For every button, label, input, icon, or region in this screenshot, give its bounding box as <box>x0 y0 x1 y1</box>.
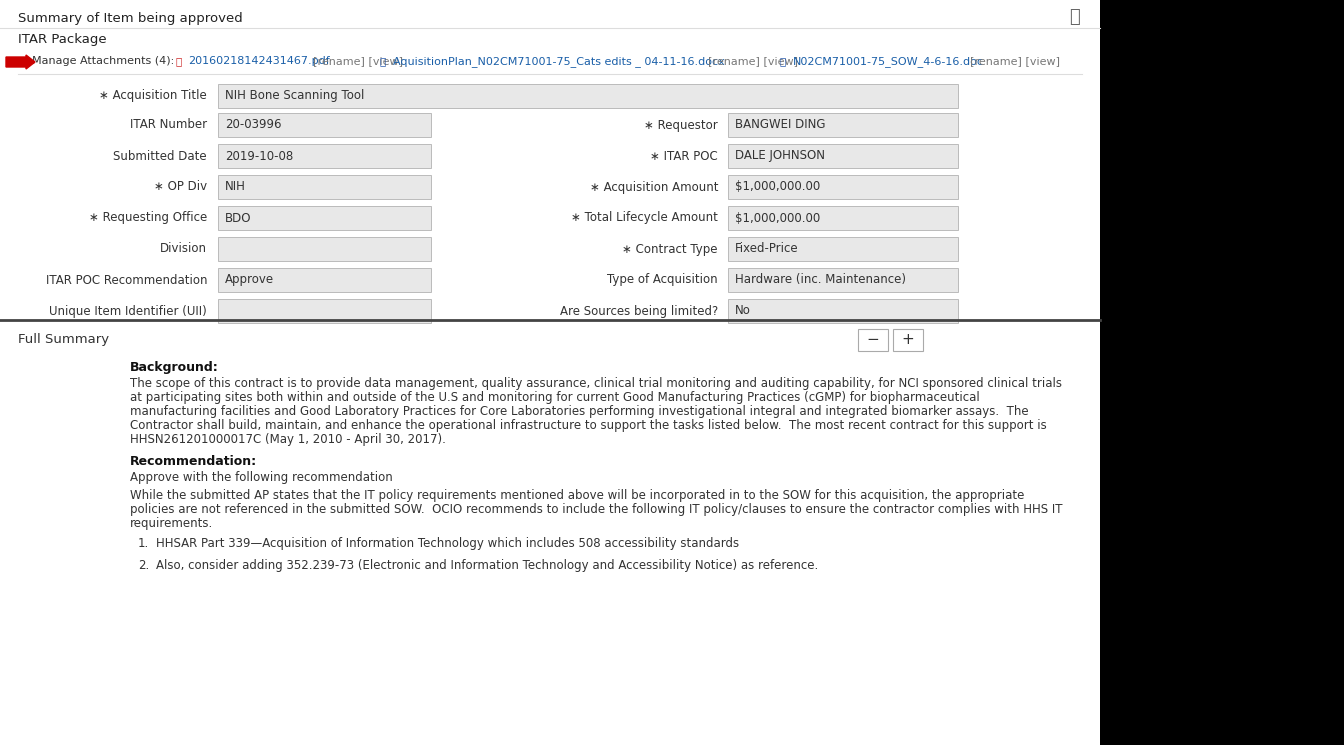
Text: BDO: BDO <box>224 212 251 224</box>
Text: ∗ OP Div: ∗ OP Div <box>153 180 207 194</box>
Bar <box>728 144 958 168</box>
Text: −: − <box>867 332 879 347</box>
Text: Approve with the following recommendation: Approve with the following recommendatio… <box>130 471 392 484</box>
Bar <box>728 237 958 261</box>
Text: Manage Attachments (4):: Manage Attachments (4): <box>32 56 175 66</box>
Text: policies are not referenced in the submitted SOW.  OCIO recommends to include th: policies are not referenced in the submi… <box>130 503 1063 516</box>
Text: ∗ Contract Type: ∗ Contract Type <box>622 243 718 256</box>
Bar <box>728 113 958 137</box>
Text: The scope of this contract is to provide data management, quality assurance, cli: The scope of this contract is to provide… <box>130 377 1062 390</box>
Text: requirements.: requirements. <box>130 517 214 530</box>
Text: +: + <box>902 332 914 347</box>
Bar <box>218 268 431 292</box>
Text: ∗ ITAR POC: ∗ ITAR POC <box>650 150 718 162</box>
Text: 1.: 1. <box>138 537 149 550</box>
Text: DALE JOHNSON: DALE JOHNSON <box>735 150 825 162</box>
Text: 📄: 📄 <box>780 56 786 66</box>
Text: Also, consider adding 352.239-73 (Electronic and Information Technology and Acce: Also, consider adding 352.239-73 (Electr… <box>156 559 818 572</box>
Bar <box>857 329 888 351</box>
Bar <box>728 175 958 199</box>
Text: 20-03996: 20-03996 <box>224 118 281 132</box>
Text: Submitted Date: Submitted Date <box>113 150 207 162</box>
Text: Approve: Approve <box>224 273 274 287</box>
Text: ITAR Package: ITAR Package <box>17 33 106 46</box>
Text: Background:: Background: <box>130 361 219 374</box>
Text: manufacturing facilities and Good Laboratory Practices for Core Laboratories per: manufacturing facilities and Good Labora… <box>130 405 1028 418</box>
Text: BANGWEI DING: BANGWEI DING <box>735 118 825 132</box>
Bar <box>218 84 958 108</box>
Bar <box>892 329 923 351</box>
Text: [rename] [view]: [rename] [view] <box>708 56 798 66</box>
Text: Contractor shall build, maintain, and enhance the operational infrastructure to : Contractor shall build, maintain, and en… <box>130 419 1047 432</box>
Text: Division: Division <box>160 243 207 256</box>
Text: No: No <box>735 305 751 317</box>
Text: 2.: 2. <box>138 559 149 572</box>
Text: ⏻: ⏻ <box>1070 8 1081 26</box>
Text: $1,000,000.00: $1,000,000.00 <box>735 180 820 194</box>
Text: Unique Item Identifier (UII): Unique Item Identifier (UII) <box>50 305 207 317</box>
Bar <box>218 299 431 323</box>
Text: ∗ Total Lifecycle Amount: ∗ Total Lifecycle Amount <box>571 212 718 224</box>
Bar <box>218 113 431 137</box>
Text: ∗ Requesting Office: ∗ Requesting Office <box>89 212 207 224</box>
Bar <box>728 206 958 230</box>
Bar <box>728 299 958 323</box>
Text: [rename] [view]: [rename] [view] <box>313 56 403 66</box>
Text: Recommendation:: Recommendation: <box>130 455 257 468</box>
Text: NIH: NIH <box>224 180 246 194</box>
Text: ∗ Acquisition Amount: ∗ Acquisition Amount <box>590 180 718 194</box>
Bar <box>0 320 1099 745</box>
Text: Hardware (inc. Maintenance): Hardware (inc. Maintenance) <box>735 273 906 287</box>
Bar <box>728 268 958 292</box>
Text: HHSN261201000017C (May 1, 2010 - April 30, 2017).: HHSN261201000017C (May 1, 2010 - April 3… <box>130 433 446 446</box>
Text: $1,000,000.00: $1,000,000.00 <box>735 212 820 224</box>
Text: Summary of Item being approved: Summary of Item being approved <box>17 12 243 25</box>
Bar <box>0 0 1099 320</box>
Text: AquisitionPlan_N02CM71001-75_Cats edits _ 04-11-16.docx: AquisitionPlan_N02CM71001-75_Cats edits … <box>392 56 724 67</box>
Text: Are Sources being limited?: Are Sources being limited? <box>559 305 718 317</box>
Text: Fixed-Price: Fixed-Price <box>735 243 798 256</box>
Text: [rename] [view]: [rename] [view] <box>970 56 1060 66</box>
Text: HHSAR Part 339—Acquisition of Information Technology which includes 508 accessib: HHSAR Part 339—Acquisition of Informatio… <box>156 537 739 550</box>
Text: at participating sites both within and outside of the U.S and monitoring for cur: at participating sites both within and o… <box>130 391 980 404</box>
Bar <box>218 175 431 199</box>
Text: ITAR POC Recommendation: ITAR POC Recommendation <box>46 273 207 287</box>
Text: Full Summary: Full Summary <box>17 333 109 346</box>
Bar <box>218 237 431 261</box>
Text: 2019-10-08: 2019-10-08 <box>224 150 293 162</box>
Text: Type of Acquisition: Type of Acquisition <box>607 273 718 287</box>
Text: ∗ Acquisition Title: ∗ Acquisition Title <box>99 89 207 103</box>
Text: 20160218142431467.pdf: 20160218142431467.pdf <box>188 56 329 66</box>
Text: 📄: 📄 <box>380 56 386 66</box>
Text: ∗ Requestor: ∗ Requestor <box>644 118 718 132</box>
FancyArrow shape <box>5 55 35 69</box>
Text: 📅: 📅 <box>175 56 181 66</box>
Bar <box>218 206 431 230</box>
Text: NIH Bone Scanning Tool: NIH Bone Scanning Tool <box>224 89 364 103</box>
Text: ITAR Number: ITAR Number <box>130 118 207 132</box>
Bar <box>218 144 431 168</box>
Text: N02CM71001-75_SOW_4-6-16.doc: N02CM71001-75_SOW_4-6-16.doc <box>793 56 984 67</box>
Text: While the submitted AP states that the IT policy requirements mentioned above wi: While the submitted AP states that the I… <box>130 489 1024 502</box>
